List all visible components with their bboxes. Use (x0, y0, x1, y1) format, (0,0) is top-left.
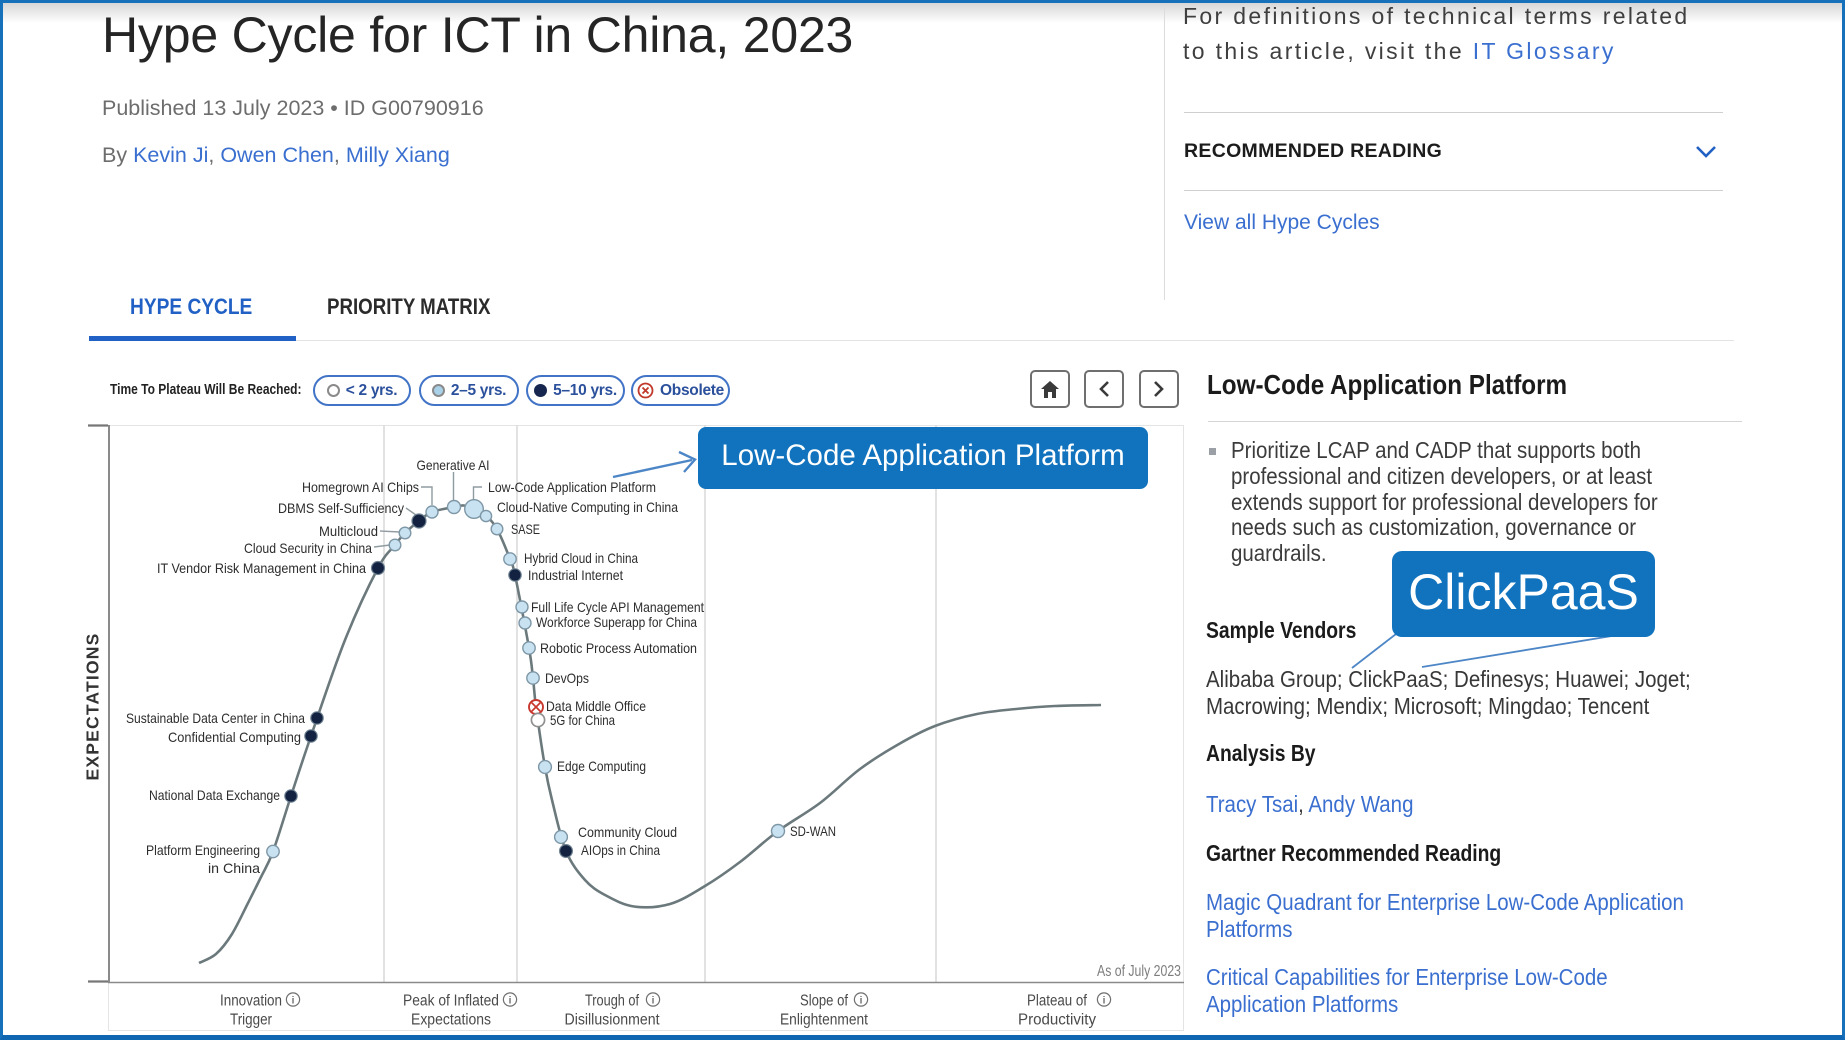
svg-text:Slope of: Slope of (800, 993, 849, 1010)
svg-text:Community Cloud: Community Cloud (578, 824, 677, 840)
svg-text:i: i (509, 996, 512, 1007)
svg-text:Homegrown AI Chips: Homegrown AI Chips (302, 479, 419, 495)
svg-text:Trigger: Trigger (230, 1012, 272, 1029)
svg-text:Peak of Inflated: Peak of Inflated (403, 993, 499, 1010)
svg-text:Hybrid Cloud in China: Hybrid Cloud in China (524, 550, 638, 566)
svg-text:Edge Computing: Edge Computing (557, 758, 646, 774)
svg-text:Industrial Internet: Industrial Internet (528, 567, 623, 583)
svg-text:in China: in China (208, 860, 260, 876)
svg-text:Expectations: Expectations (411, 1012, 491, 1029)
svg-text:Generative AI: Generative AI (417, 457, 490, 473)
svg-text:IT Vendor Risk Management in C: IT Vendor Risk Management in China (157, 560, 366, 576)
svg-text:Trough of: Trough of (585, 993, 640, 1010)
svg-text:Plateau of: Plateau of (1027, 993, 1088, 1010)
svg-text:Low-Code Application Platform: Low-Code Application Platform (488, 479, 656, 495)
svg-text:Cloud Security in China: Cloud Security in China (244, 540, 372, 556)
svg-text:i: i (860, 996, 863, 1007)
svg-text:As of July 2023: As of July 2023 (1097, 963, 1181, 980)
svg-text:Innovation: Innovation (220, 993, 282, 1010)
svg-text:National Data Exchange: National Data Exchange (149, 787, 280, 803)
svg-text:SD-WAN: SD-WAN (790, 823, 836, 839)
svg-text:Disillusionment: Disillusionment (565, 1012, 661, 1029)
svg-text:Enlightenment: Enlightenment (780, 1012, 869, 1029)
svg-text:DBMS Self-Sufficiency: DBMS Self-Sufficiency (278, 500, 404, 516)
svg-text:Productivity: Productivity (1018, 1012, 1096, 1029)
svg-text:Multicloud: Multicloud (319, 523, 378, 539)
svg-text:Robotic Process Automation: Robotic Process Automation (540, 640, 697, 656)
svg-text:DevOps: DevOps (545, 670, 589, 686)
svg-text:Platform Engineering: Platform Engineering (146, 842, 260, 858)
svg-text:i: i (652, 996, 655, 1007)
svg-text:Confidential Computing: Confidential Computing (168, 729, 301, 745)
svg-text:Workforce Superapp for China: Workforce Superapp for China (536, 614, 697, 630)
svg-text:i: i (1103, 996, 1106, 1007)
svg-text:Full Life Cycle API Management: Full Life Cycle API Management (531, 599, 704, 615)
svg-text:SASE: SASE (511, 521, 540, 537)
svg-text:Cloud-Native Computing in Chin: Cloud-Native Computing in China (497, 499, 678, 515)
svg-text:i: i (292, 996, 295, 1007)
svg-text:AIOps in China: AIOps in China (581, 842, 660, 858)
svg-text:Data Middle Office: Data Middle Office (546, 698, 646, 714)
svg-text:Sustainable Data Center in Chi: Sustainable Data Center in China (126, 710, 305, 726)
svg-text:5G for China: 5G for China (550, 712, 615, 728)
